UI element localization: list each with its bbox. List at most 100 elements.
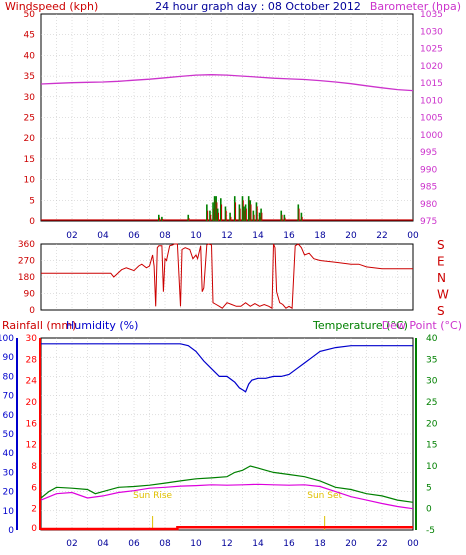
humidity-tick-label: 80	[3, 372, 15, 382]
humidity-tick-label: 70	[3, 392, 15, 402]
thermo-x-tick-label: 08	[159, 539, 171, 549]
compass-tick-label: N	[437, 271, 446, 285]
wind-barometer-panel: 0510152025303540455097598098599099510001…	[24, 10, 444, 241]
barometer-tick-label: 1005	[420, 114, 443, 124]
barometer-tick-label: 1030	[420, 27, 443, 37]
humidity-tick-label: 40	[3, 449, 15, 459]
wind-x-tick-label: 04	[97, 231, 109, 241]
temperature-tick-label: 10	[426, 462, 438, 472]
temperature-tick-label: 35	[426, 355, 437, 365]
thermo-x-tick-label: 14	[252, 539, 264, 549]
thermo-x-tick-label: 12	[221, 539, 232, 549]
windspeed-tick-label: 15	[24, 155, 35, 165]
sunset-label: Sun Set	[307, 491, 342, 501]
thermo-x-tick-label: 10	[190, 539, 202, 549]
windspeed-tick-label: 10	[24, 176, 36, 186]
rainfall-tick-label: 0	[31, 524, 37, 534]
direction-tick-label: 90	[24, 290, 36, 300]
temperature-tick-label: 25	[426, 398, 437, 408]
rainfall-tick-label: 12	[26, 441, 37, 451]
barometer-tick-label: 1020	[420, 62, 443, 72]
humidity-axis-title: Humidity (%)	[66, 319, 138, 332]
dewpoint-axis-title: Dew Point (°C)	[382, 319, 462, 332]
humidity-tick-label: 50	[3, 430, 15, 440]
thermo-x-tick-label: 18	[314, 539, 326, 549]
rainfall-tick-label: 30	[26, 334, 38, 344]
rainfall-tick-label: 20	[26, 398, 38, 408]
windspeed-tick-label: 0	[29, 217, 35, 227]
wind-x-tick-label: 08	[159, 231, 171, 241]
barometer-tick-label: 985	[420, 183, 437, 193]
thermo-x-tick-label: 06	[128, 539, 140, 549]
wind-x-tick-label: 06	[128, 231, 140, 241]
barometer-tick-label: 1025	[420, 45, 443, 55]
windspeed-axis-title: Windspeed (kph)	[5, 0, 98, 13]
wind-x-tick-label: 18	[314, 231, 326, 241]
thermo-x-tick-label: 04	[97, 539, 109, 549]
thermo-x-tick-label: 22	[376, 539, 387, 549]
humidity-tick-label: 10	[3, 507, 15, 517]
temperature-tick-label: 30	[426, 377, 438, 387]
humidity-tick-label: 90	[3, 353, 15, 363]
rain-humidity-temperature-panel: 0 10 20 30 40 50 60 70 80 90 100 02 6 8 12 16 20 24 28 30 -5…	[0, 334, 438, 549]
dewpoint-line	[40, 483, 414, 510]
wind-direction-line	[41, 243, 413, 310]
compass-tick-label: W	[437, 288, 449, 302]
rainfall-tick-label: 24	[26, 377, 38, 387]
humidity-tick-label: 30	[3, 468, 15, 478]
wind-x-tick-label: 00	[407, 231, 419, 241]
rainfall-tick-label: 8	[31, 462, 37, 472]
temperature-line	[40, 465, 414, 503]
page-title: 24 hour graph day : 08 October 2012	[155, 0, 361, 13]
barometer-tick-label: 980	[420, 200, 437, 210]
wind-x-tick-label: 02	[66, 231, 77, 241]
temperature-tick-label: -5	[426, 526, 435, 536]
compass-tick-label: E	[437, 255, 445, 269]
windspeed-tick-label: 20	[24, 134, 36, 144]
wind-x-tick-label: 14	[252, 231, 264, 241]
direction-tick-label: 360	[18, 240, 35, 250]
humidity-line	[41, 343, 413, 393]
compass-tick-label: S	[437, 304, 445, 318]
windspeed-tick-label: 25	[24, 114, 35, 124]
wind-x-tick-label: 20	[345, 231, 357, 241]
humidity-tick-label: 60	[3, 411, 15, 421]
thermo-x-tick-label: 02	[66, 539, 77, 549]
barometer-tick-label: 1035	[420, 10, 443, 20]
barometer-tick-label: 990	[420, 165, 437, 175]
temperature-tick-label: 40	[426, 334, 438, 344]
humidity-tick-label: 100	[0, 334, 14, 344]
barometer-tick-label: 975	[420, 217, 437, 227]
compass-tick-label: S	[437, 238, 445, 252]
windspeed-tick-label: 5	[29, 196, 35, 206]
thermo-x-tick-label: 20	[345, 539, 357, 549]
wind-x-tick-label: 16	[283, 231, 295, 241]
barometer-tick-label: 1000	[420, 131, 443, 141]
barometer-line	[40, 74, 414, 92]
temperature-tick-label: 20	[426, 419, 438, 429]
direction-tick-label: 180	[18, 273, 35, 283]
temperature-tick-label: 15	[426, 441, 437, 451]
thermo-x-tick-label: 16	[283, 539, 295, 549]
direction-tick-label: 0	[29, 306, 35, 316]
sunrise-label: Sun Rise	[133, 491, 172, 501]
barometer-tick-label: 1010	[420, 96, 443, 106]
wind-x-tick-label: 22	[376, 231, 387, 241]
rainfall-tick-label: 28	[26, 355, 38, 365]
windspeed-tick-label: 35	[24, 72, 35, 82]
rainfall-line	[41, 525, 413, 531]
barometer-tick-label: 995	[420, 148, 437, 158]
windspeed-tick-label: 40	[24, 51, 36, 61]
windspeed-tick-label: 45	[24, 31, 35, 41]
temperature-tick-label: 5	[426, 483, 432, 493]
barometer-tick-label: 1015	[420, 79, 443, 89]
rainfall-tick-label: 6	[31, 483, 37, 493]
windspeed-tick-label: 30	[24, 93, 36, 103]
barometer-axis-title: Barometer (hpa)	[370, 0, 461, 13]
rainfall-axis-title: Rainfall (mm)	[2, 319, 76, 332]
direction-tick-label: 270	[18, 257, 35, 267]
temperature-axis-title: Temperature (°C)	[312, 319, 408, 332]
